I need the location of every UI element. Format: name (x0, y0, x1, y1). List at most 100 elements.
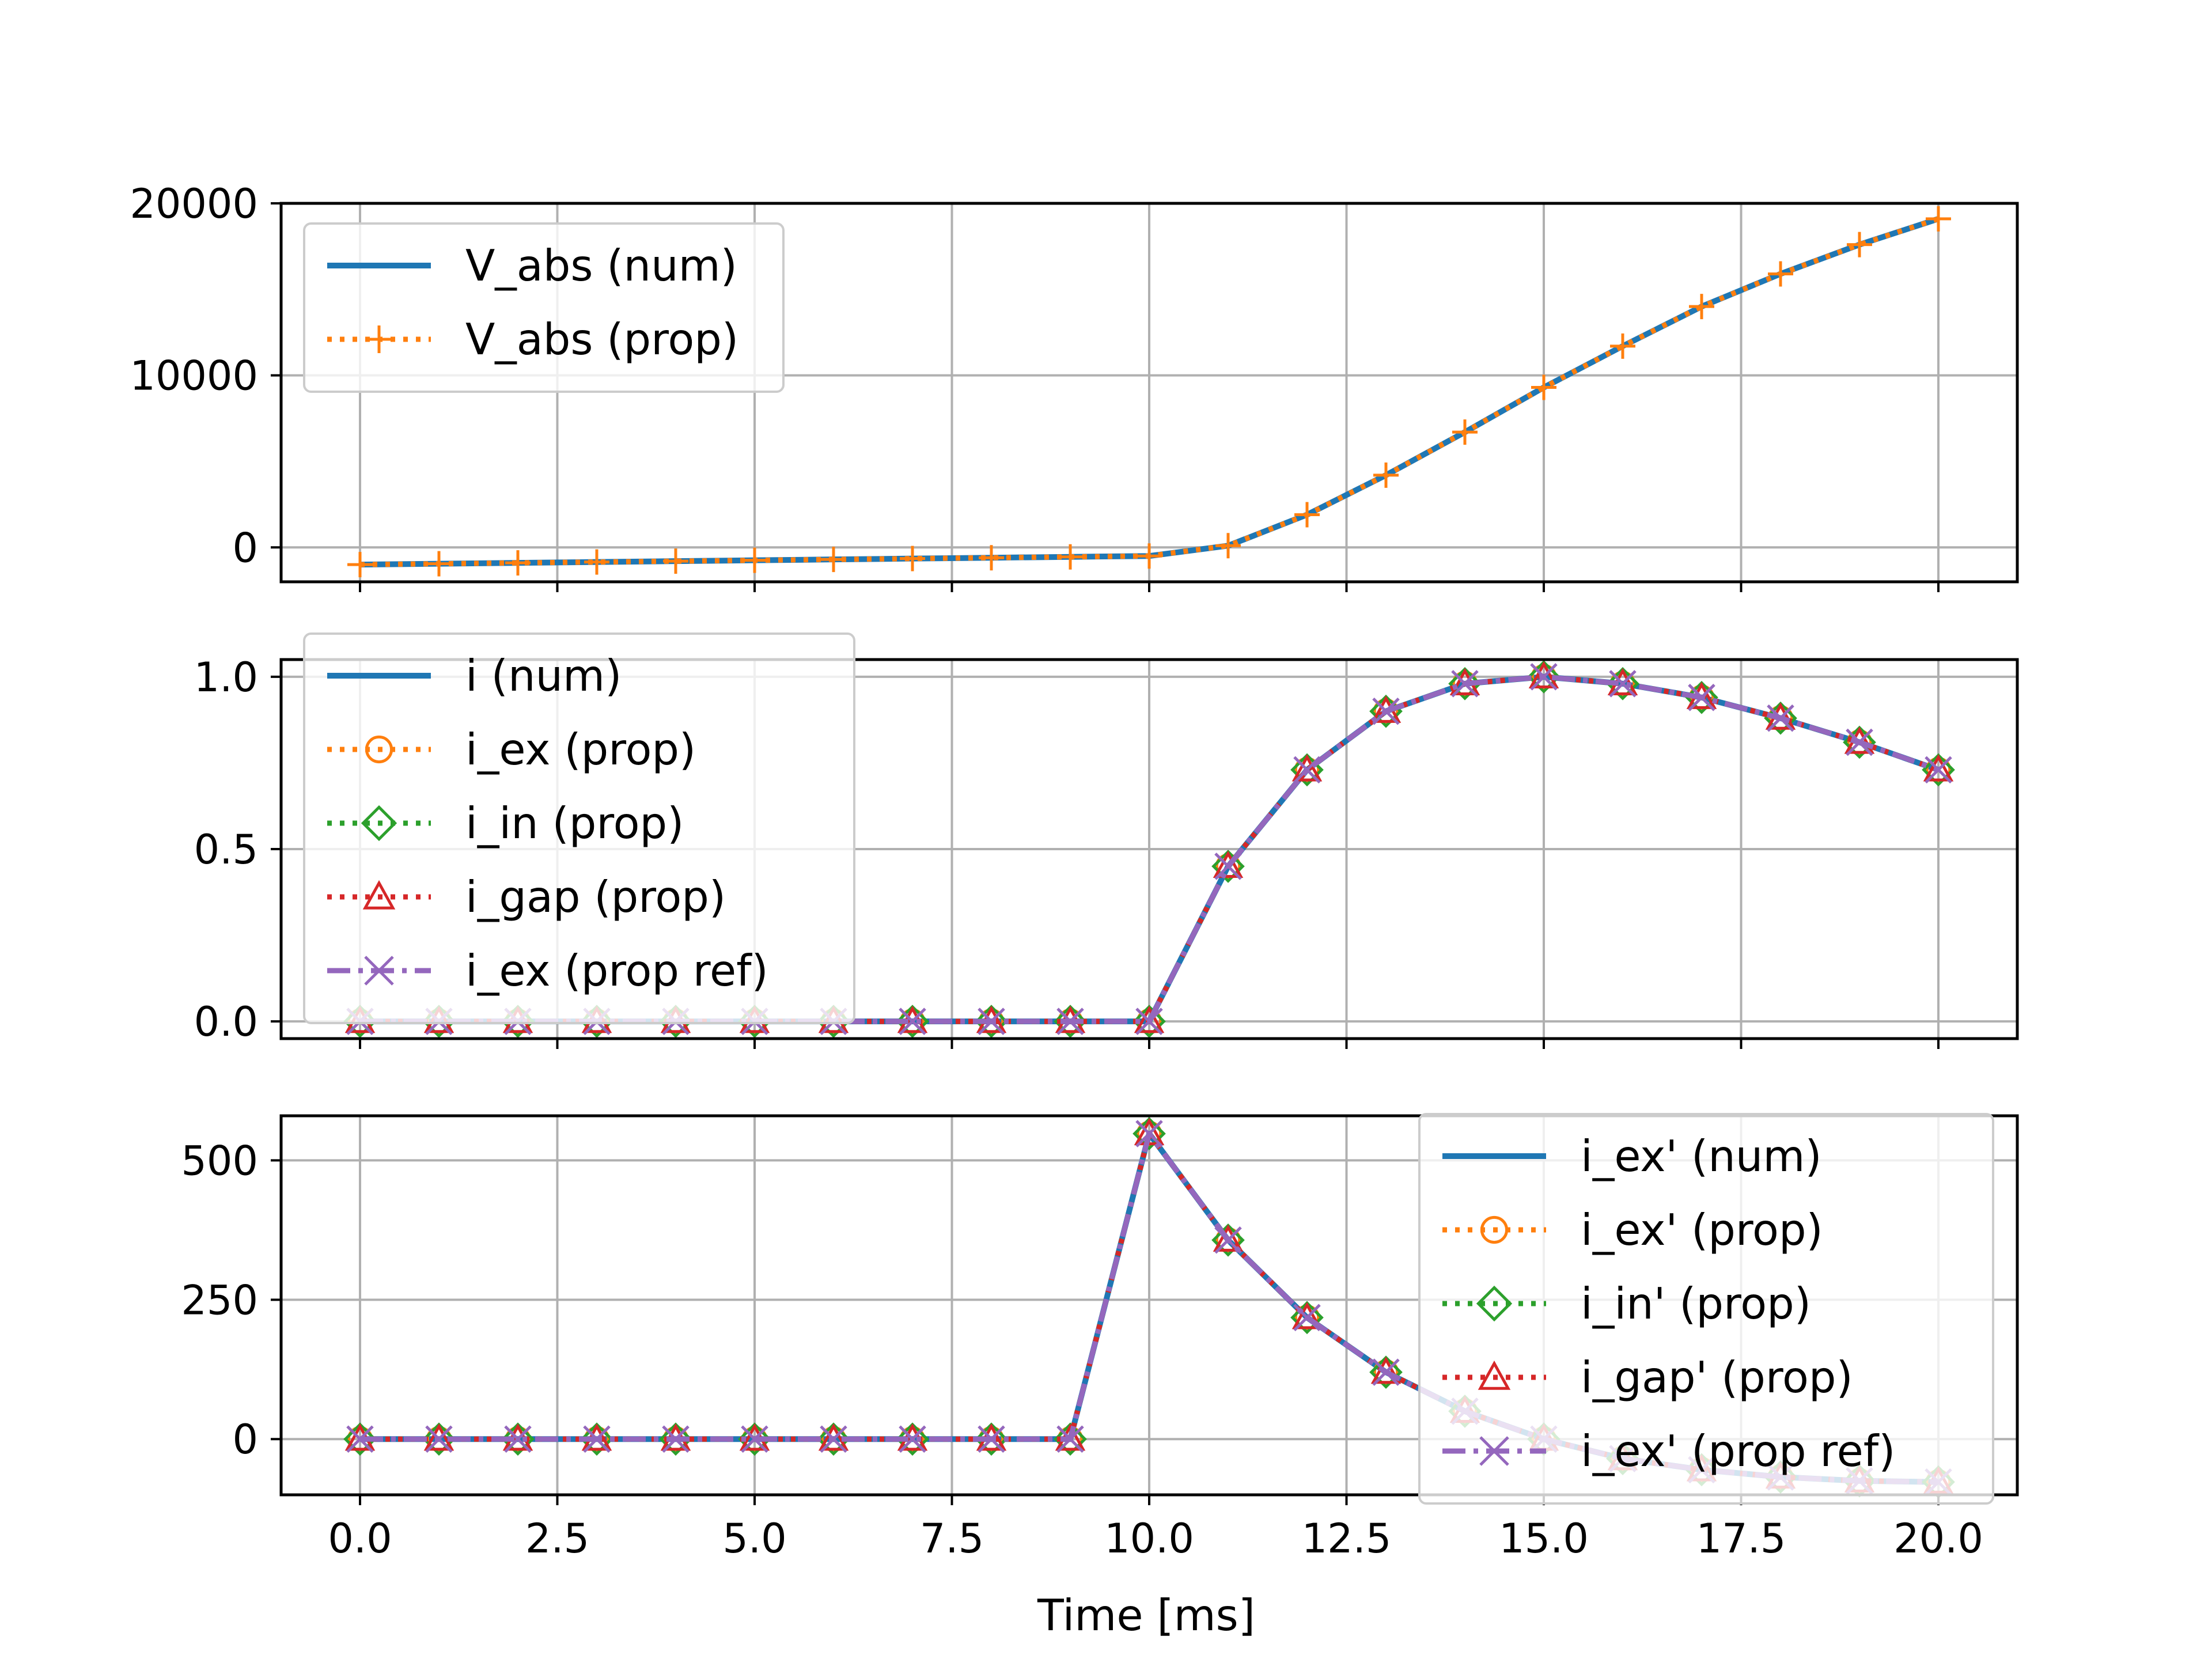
diamond-marker (1685, 680, 1718, 714)
legend-entry: V_abs (num) (327, 240, 737, 291)
diamond-marker (1606, 667, 1639, 700)
legend-label: i_in' (prop) (1581, 1278, 1811, 1329)
y-tick-label: 0.0 (194, 998, 258, 1046)
x-marker (1135, 1120, 1163, 1147)
legend-label: i_in (prop) (465, 798, 684, 849)
legend-entry: i_gap (prop) (327, 872, 726, 922)
diamond-marker (361, 805, 397, 842)
plus-marker (900, 546, 925, 571)
circle-marker (365, 735, 393, 764)
legend-entry: i (num) (327, 650, 622, 701)
plus-marker (1768, 261, 1793, 287)
diamond-marker (1132, 1117, 1166, 1150)
legend-entry: i_ex' (prop ref) (1442, 1426, 1895, 1476)
diamond-marker (1922, 753, 1955, 787)
y-tick-label: 0.5 (194, 826, 258, 873)
x-tick-label: 15.0 (1499, 1515, 1589, 1562)
legend-entry: i_ex' (prop) (1442, 1205, 1823, 1255)
diamond-marker (896, 1422, 929, 1456)
diamond-marker (501, 1422, 535, 1456)
x-marker (1609, 670, 1637, 698)
y-tick-label: 250 (181, 1277, 258, 1324)
legend-label: i_ex (prop ref) (465, 945, 768, 996)
diamond-marker (1527, 660, 1560, 694)
subplot-current: 0.0 0.5 1.0 i (num) i_ex (prop) i_in (prop) i_… (194, 632, 2019, 1049)
x-tick-label: 5.0 (722, 1515, 786, 1562)
x-marker (820, 1425, 847, 1453)
x-marker (504, 1425, 532, 1453)
legend-frame (1418, 1113, 1994, 1505)
legend-entry: i_ex (prop) (327, 724, 696, 775)
x-marker (741, 1425, 768, 1453)
x-tick-label: 2.5 (525, 1515, 589, 1562)
legend-entry: i_in (prop) (327, 798, 684, 849)
x-ticks: 0.0 2.5 5.0 7.5 10.0 12.5 15.0 17.5 20.0 (328, 1495, 1983, 1562)
diamond-marker (1211, 1223, 1245, 1257)
x-tick-label: 17.5 (1696, 1515, 1786, 1562)
triangle-marker (1213, 1224, 1244, 1252)
plus-marker (347, 552, 373, 578)
y-tick-label: 0 (232, 1416, 258, 1463)
x-marker (1925, 756, 1952, 784)
legend: i (num) i_ex (prop) i_in (prop) i_gap (prop… (303, 632, 855, 1024)
plus-marker (742, 547, 767, 573)
triangle-marker (1291, 1302, 1323, 1330)
triangle-marker (362, 880, 396, 910)
legend-label: i (num) (465, 650, 622, 701)
diamond-marker (422, 1422, 456, 1456)
plus-marker (426, 551, 452, 577)
diamond-marker (659, 1422, 692, 1456)
diamond-marker (1290, 1301, 1324, 1335)
y-tick-label: 10000 (130, 353, 258, 400)
x-tick-label: 10.0 (1104, 1515, 1194, 1562)
legend-label: i_ex' (prop) (1581, 1205, 1823, 1255)
y-tick-label: 500 (181, 1137, 258, 1184)
x-marker (583, 1425, 611, 1453)
x-marker (425, 1425, 453, 1453)
plus-marker (663, 548, 688, 574)
x-marker (1688, 684, 1715, 711)
diamond-marker (1369, 1355, 1403, 1389)
legend-label: i_ex (prop) (465, 724, 696, 775)
plus-marker (1294, 502, 1320, 528)
x-marker (1214, 1226, 1242, 1254)
legend-label: i_gap (prop) (465, 872, 726, 922)
legend: V_abs (num) V_abs (prop) (303, 222, 785, 393)
legend-label: i_ex' (num) (1581, 1131, 1822, 1181)
legend-frame (303, 632, 855, 1024)
triangle-marker (818, 1423, 849, 1451)
x-marker (364, 956, 394, 986)
legend-entry: V_abs (prop) (327, 314, 738, 365)
x-marker (1135, 1007, 1163, 1035)
x-marker (1451, 670, 1479, 698)
plus-marker (505, 550, 531, 576)
y-tick-label: 0 (232, 524, 258, 571)
y-tick-label: 1.0 (194, 654, 258, 701)
plus-marker (1373, 462, 1399, 488)
x-marker (1293, 1304, 1321, 1332)
x-tick-label: 0.0 (328, 1515, 392, 1562)
circle-marker (1480, 1215, 1509, 1244)
legend: i_ex' (num) i_ex' (prop) i_in' (prop) i_gap… (1418, 1113, 1994, 1505)
diamond-marker (1132, 1005, 1166, 1038)
triangle-marker (1923, 754, 1954, 782)
triangle-marker (1213, 850, 1244, 878)
x-marker (346, 1425, 374, 1453)
subplot-derivative: 0.0 2.5 5.0 7.5 10.0 12.5 15.0 17.5 20.0 0 250 500 i… (181, 1113, 2019, 1562)
diamond-marker (1054, 1005, 1087, 1038)
x-marker (1214, 853, 1242, 880)
diamond-marker (1448, 667, 1482, 700)
x-tick-label: 12.5 (1302, 1515, 1392, 1562)
x-marker (899, 1007, 926, 1035)
x-marker (1530, 663, 1558, 691)
x-ticks (359, 1039, 1940, 1049)
x-marker (662, 1425, 690, 1453)
legend-entry: i_ex (prop ref) (327, 945, 768, 996)
x-marker (1372, 697, 1400, 725)
x-marker (899, 1425, 926, 1453)
plus-marker (1689, 294, 1714, 320)
y-ticks: 0.0 0.5 1.0 (194, 654, 281, 1046)
diamond-marker (580, 1422, 613, 1456)
legend-entry: i_gap' (prop) (1442, 1352, 1853, 1403)
